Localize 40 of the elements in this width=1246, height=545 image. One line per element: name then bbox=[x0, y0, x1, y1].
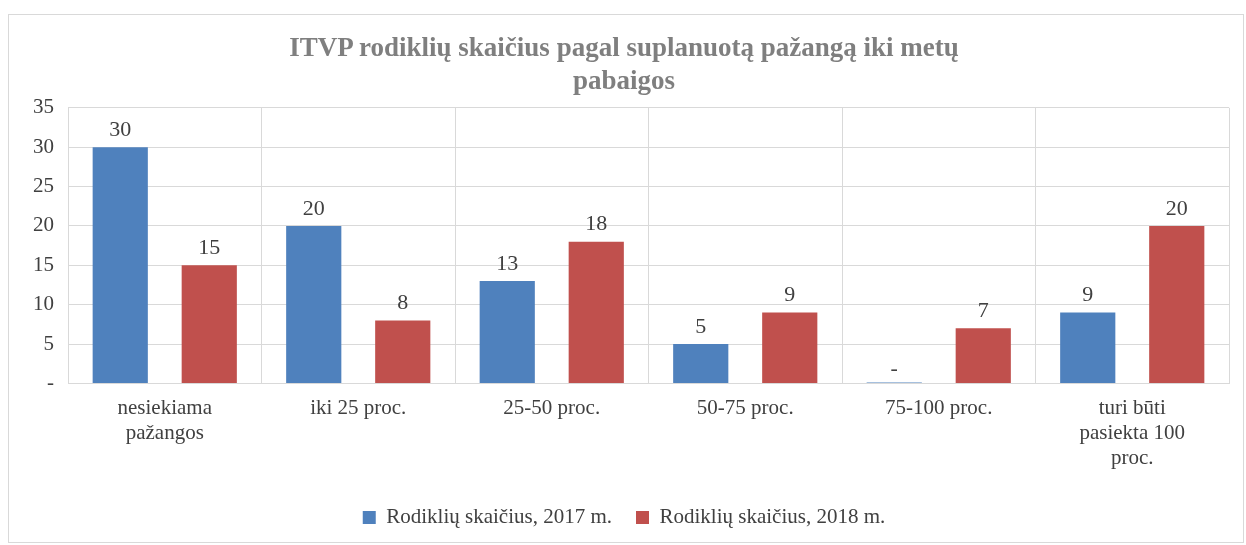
data-label: 8 bbox=[397, 289, 409, 315]
bar bbox=[286, 225, 342, 383]
chart-title: ITVP rodiklių skaičius pagal suplanuotą pažangą iki metų pabaigos bbox=[289, 32, 959, 95]
data-label: 20 bbox=[1165, 194, 1188, 220]
y-tick-label: 15 bbox=[33, 251, 54, 276]
y-tick-label: 25 bbox=[33, 173, 54, 198]
data-label: 15 bbox=[198, 234, 221, 260]
data-label: 13 bbox=[496, 249, 519, 275]
y-tick-label: 35 bbox=[33, 94, 54, 119]
bar bbox=[92, 147, 148, 383]
bar bbox=[568, 241, 624, 383]
bar bbox=[1149, 225, 1205, 383]
bar bbox=[673, 344, 729, 383]
x-tick-label: turi būti pasiekta 100 proc. bbox=[1079, 394, 1186, 469]
bar bbox=[479, 281, 535, 383]
data-label: 20 bbox=[302, 194, 325, 220]
bar bbox=[955, 328, 1011, 383]
y-tick-label: 5 bbox=[43, 330, 54, 355]
data-label: 5 bbox=[695, 312, 707, 338]
y-tick-label: 20 bbox=[33, 212, 54, 237]
data-label: 9 bbox=[1082, 281, 1094, 307]
bar bbox=[375, 320, 431, 383]
data-label: 9 bbox=[784, 281, 796, 307]
y-tick-label: 10 bbox=[33, 291, 54, 316]
bar bbox=[1060, 312, 1116, 383]
data-label: - bbox=[890, 355, 898, 381]
x-tick-label: 25-50 proc. bbox=[503, 394, 601, 419]
x-tick-label: iki 25 proc. bbox=[310, 394, 407, 419]
legend-label: Rodiklių skaičius, 2018 m. bbox=[659, 504, 886, 529]
x-tick-label: nesiekiama pažangos bbox=[117, 394, 213, 444]
x-tick-label: 50-75 proc. bbox=[696, 394, 794, 419]
legend-label: Rodiklių skaičius, 2017 m. bbox=[386, 504, 612, 529]
y-tick-label: 30 bbox=[33, 133, 54, 158]
data-label: 18 bbox=[585, 210, 608, 236]
bar bbox=[762, 312, 818, 383]
y-tick-label: - bbox=[47, 369, 54, 394]
bar bbox=[181, 265, 237, 383]
data-label: 30 bbox=[109, 115, 132, 141]
data-label: 7 bbox=[977, 297, 989, 323]
x-tick-label: 75-100 proc. bbox=[885, 394, 993, 419]
